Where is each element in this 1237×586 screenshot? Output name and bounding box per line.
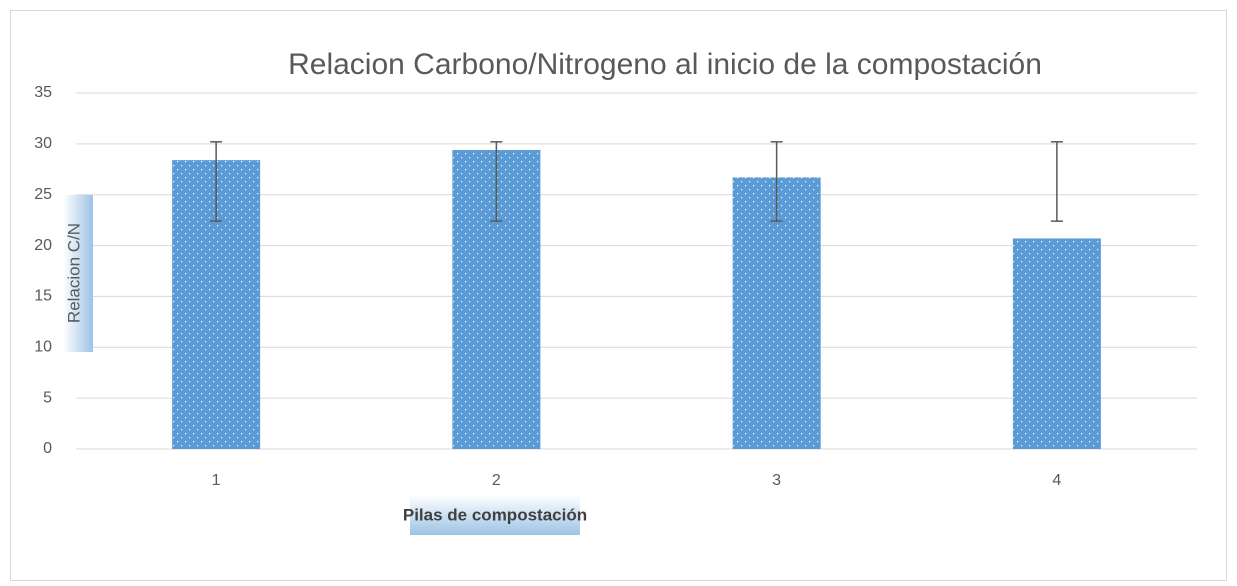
bar [1012, 238, 1101, 449]
x-label-box [410, 495, 580, 535]
x-tick-label: 3 [772, 472, 781, 489]
x-tick-label: 4 [1052, 472, 1061, 489]
error-bar [490, 141, 503, 222]
y-tick-label: 10 [34, 339, 52, 356]
y-tick-label: 25 [34, 186, 52, 203]
y-label-box [63, 195, 93, 352]
x-tick-label: 1 [212, 472, 221, 489]
x-axis-title: Pilas de compostación [403, 505, 587, 524]
y-tick-label: 20 [34, 237, 52, 254]
y-tick-label: 30 [34, 135, 52, 152]
error-bar [770, 141, 783, 222]
chart-title: Relacion Carbono/Nitrogeno al inicio de … [288, 48, 1042, 81]
y-tick-label: 5 [43, 389, 52, 406]
y-tick-label: 15 [34, 288, 52, 305]
bar [732, 177, 821, 449]
y-tick-label: 35 [34, 84, 52, 101]
y-tick-label: 0 [43, 440, 52, 457]
x-tick-label: 2 [492, 472, 501, 489]
error-bar [1050, 141, 1063, 222]
error-bar [210, 141, 223, 222]
y-axis-title: Relacion C/N [64, 223, 83, 323]
